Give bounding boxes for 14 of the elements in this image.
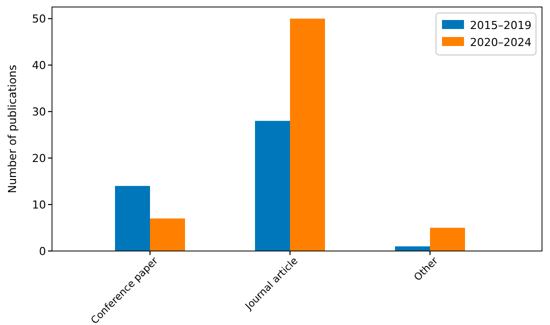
bar [255, 120, 290, 251]
legend-label: 2015–2019 [470, 18, 532, 32]
y-tick-label: 10 [32, 198, 46, 212]
bar [430, 228, 465, 251]
bar [290, 18, 325, 251]
y-tick-label: 20 [32, 152, 46, 165]
y-axis-title: Number of publications [6, 64, 19, 194]
y-tick-label: 0 [39, 244, 46, 258]
bar [115, 186, 150, 251]
y-tick-label: 50 [32, 12, 46, 26]
legend-label: 2020–2024 [470, 36, 532, 49]
y-tick-label: 40 [32, 58, 46, 72]
bar [150, 218, 185, 251]
y-tick-label: 30 [32, 105, 46, 118]
